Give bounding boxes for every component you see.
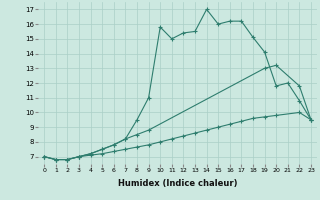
X-axis label: Humidex (Indice chaleur): Humidex (Indice chaleur) xyxy=(118,179,237,188)
